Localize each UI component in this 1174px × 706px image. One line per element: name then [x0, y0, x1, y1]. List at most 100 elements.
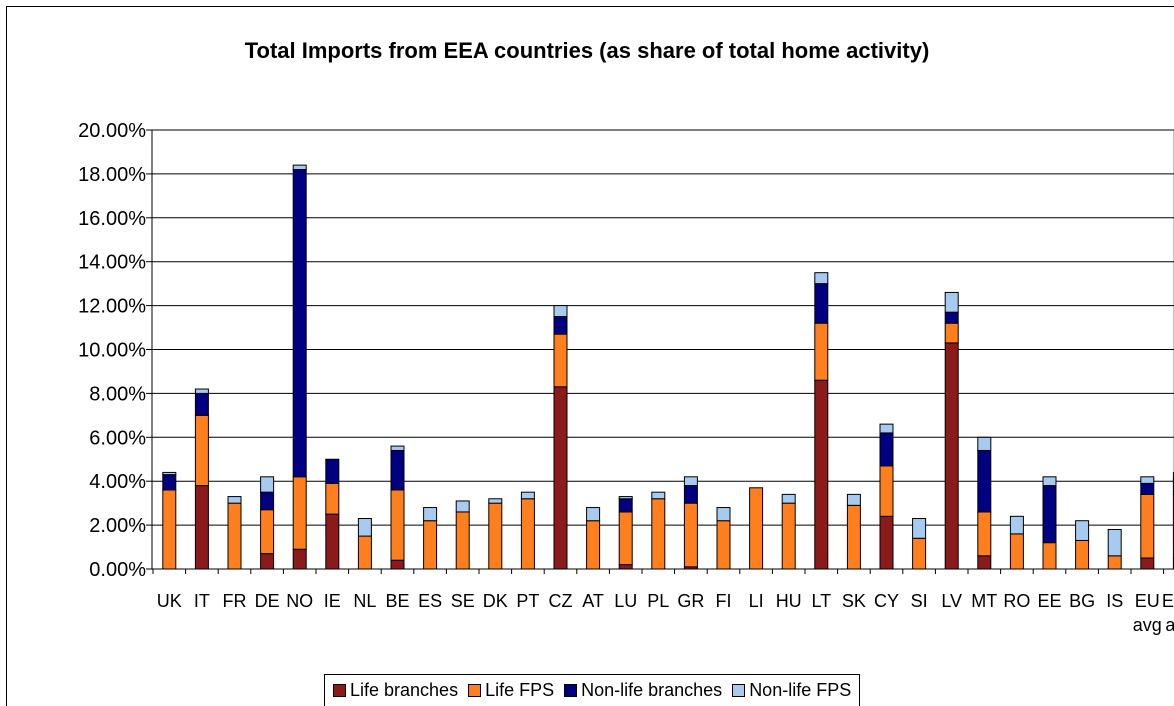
x-tick-label: SE	[451, 591, 475, 611]
bar-segment	[716, 520, 731, 570]
bar-segment	[814, 272, 829, 285]
y-tick-label: 20.00%	[78, 120, 146, 142]
bar-segment	[879, 515, 894, 570]
chart-legend: Life branches Life FPS Non-life branches No…	[324, 674, 861, 706]
x-tick-label: CY	[874, 591, 899, 611]
bar-segment	[1140, 493, 1155, 559]
x-tick-label: EE	[1037, 591, 1061, 611]
bar-segment	[651, 498, 666, 570]
bar-segment	[1042, 485, 1057, 544]
x-tick-label: MT	[971, 591, 997, 611]
bar-segment	[194, 392, 209, 416]
bar-segment	[520, 491, 535, 500]
bar-segment	[390, 449, 405, 491]
legend-swatch	[732, 684, 746, 697]
bar-segment	[683, 485, 698, 504]
bar-segment	[227, 496, 242, 504]
bar-segment	[292, 169, 307, 478]
bar-segment	[1140, 557, 1155, 570]
bar-segment	[260, 476, 275, 493]
x-tick-label: IT	[194, 591, 210, 611]
bar-segment	[227, 502, 242, 570]
x-tick-label: LI	[749, 591, 764, 611]
bar-segment	[1042, 542, 1057, 570]
bar-segment	[260, 509, 275, 555]
bar-segment	[162, 474, 177, 491]
legend-label: Life FPS	[485, 680, 555, 700]
bar-segment	[683, 502, 698, 568]
bar-segment	[455, 500, 470, 513]
legend-item: Life branches	[333, 680, 458, 701]
x-tick-label: RO	[1003, 591, 1030, 611]
x-tick-label: HU	[776, 591, 802, 611]
x-tick-label: GR	[677, 591, 704, 611]
bar-segment	[1009, 533, 1024, 570]
bar-segment	[390, 445, 405, 451]
bar-segment	[292, 476, 307, 550]
x-tick-label: ES	[418, 591, 442, 611]
legend-item: Life FPS	[468, 680, 554, 701]
bar-segment	[944, 291, 959, 313]
bar-segment	[944, 342, 959, 570]
bar-segment	[325, 482, 340, 515]
bar-segment	[846, 493, 861, 506]
bar-segment	[618, 564, 633, 570]
y-tick-label: 0.00%	[89, 559, 146, 581]
bar-segment	[520, 498, 535, 570]
x-tick-label: BG	[1069, 591, 1095, 611]
bar-segment	[1042, 476, 1057, 487]
bar-segment	[683, 476, 698, 487]
x-tick-label: LT	[811, 591, 831, 611]
bar-segment	[846, 504, 861, 570]
y-tick-label: 6.00%	[89, 427, 146, 449]
bar-segment	[586, 507, 601, 522]
bar-segment	[390, 559, 405, 570]
x-tick-label: EEA	[1162, 591, 1174, 611]
x-tick-label: CZ	[549, 591, 573, 611]
x-tick-label: FI	[716, 591, 732, 611]
bar-segment	[618, 511, 633, 566]
bar-segment	[292, 164, 307, 171]
x-tick-label: SI	[911, 591, 928, 611]
x-tick-label: UK	[157, 591, 182, 611]
x-tick-label: EU	[1135, 591, 1160, 611]
bar-segment	[194, 414, 209, 487]
bar-segment	[1009, 515, 1024, 535]
bar-segment	[423, 520, 438, 570]
bar-segment	[325, 458, 340, 484]
bar-segment	[325, 513, 340, 570]
bar-segment	[977, 436, 992, 451]
x-tick-label: avg	[1133, 615, 1162, 635]
bar-segment	[651, 491, 666, 500]
y-tick-label: 10.00%	[78, 340, 146, 362]
x-tick-label: NO	[286, 591, 313, 611]
legend-swatch	[333, 684, 346, 697]
bar-segment	[749, 487, 764, 570]
bar-segment	[586, 520, 601, 570]
x-tick-label: avg	[1165, 615, 1174, 635]
y-tick-label: 2.00%	[89, 515, 146, 537]
bar-segment	[879, 432, 894, 467]
bar-segment	[912, 537, 927, 570]
legend-label: Non-life branches	[581, 680, 723, 700]
chart-title: Total Imports from EEA countries (as sha…	[244, 38, 930, 63]
x-tick-label: DK	[483, 591, 508, 611]
bar-segment	[260, 491, 275, 511]
bar-segment	[1075, 539, 1090, 570]
bar-segment	[618, 496, 633, 500]
bar-segment	[879, 465, 894, 517]
bar-segment	[553, 386, 568, 570]
x-tick-label: IE	[324, 591, 341, 611]
bar-segment	[194, 388, 209, 394]
y-tick-label: 18.00%	[78, 164, 146, 186]
bar-segment	[423, 507, 438, 522]
x-tick-label: PL	[647, 591, 669, 611]
bar-segment	[781, 502, 796, 570]
x-tick-label: NL	[353, 591, 376, 611]
x-tick-label: FR	[223, 591, 247, 611]
x-tick-label: AT	[582, 591, 604, 611]
bar-segment	[781, 493, 796, 504]
bar-segment	[162, 471, 177, 476]
legend-item: Non-life branches	[564, 680, 722, 701]
